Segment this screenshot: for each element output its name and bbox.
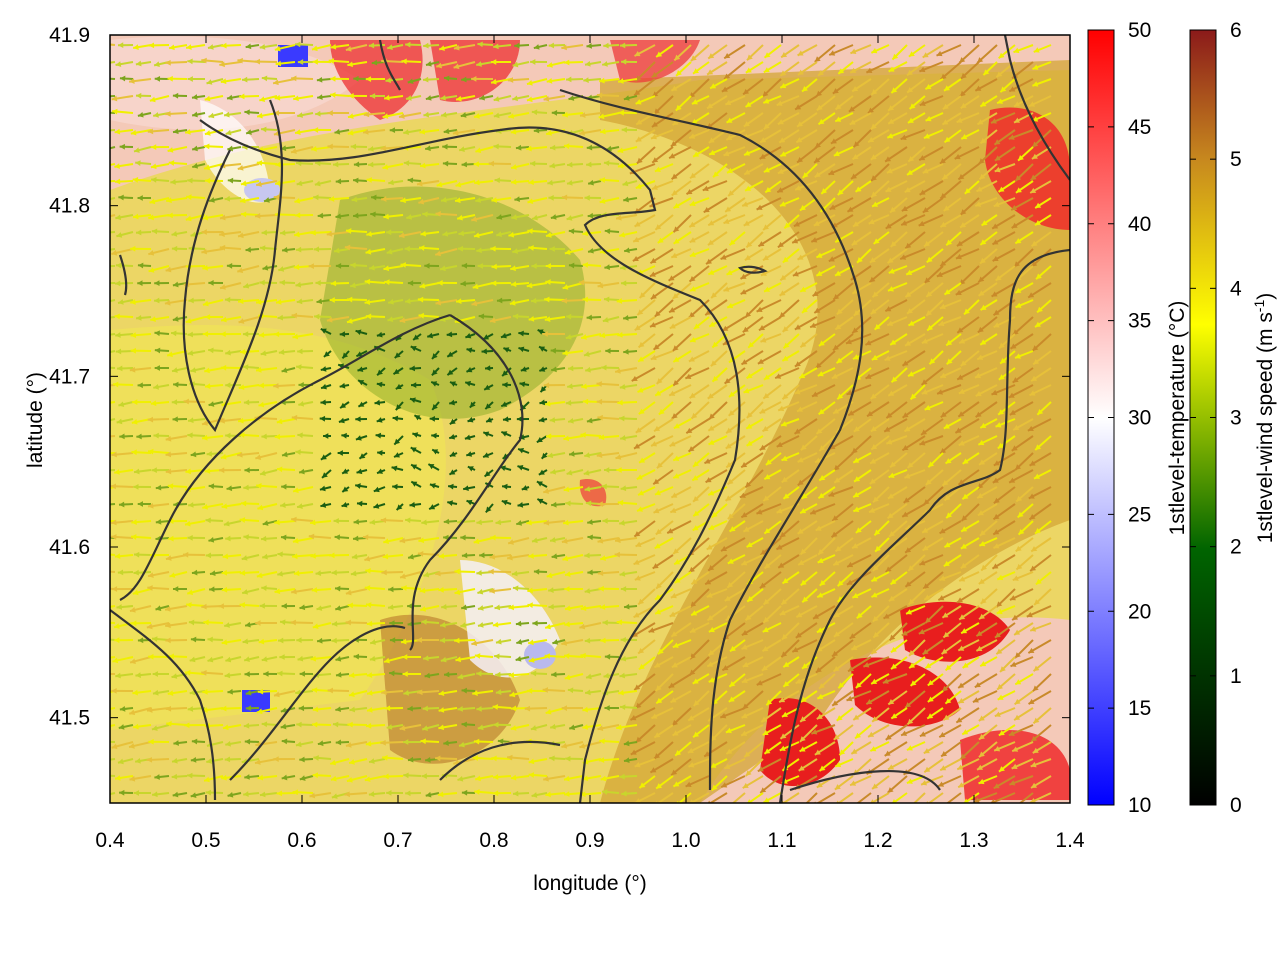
y-tick-label: 41.8 bbox=[49, 195, 90, 218]
colorbar-tick-label: 15 bbox=[1128, 697, 1151, 720]
y-axis-label: latitude (°) bbox=[24, 372, 47, 468]
colorbar-tick-label: 30 bbox=[1128, 407, 1151, 430]
contour-lines bbox=[110, 35, 1070, 803]
colorbar-tick-label: 50 bbox=[1128, 19, 1151, 42]
x-tick-label: 0.7 bbox=[383, 829, 412, 852]
x-tick-label: 1.3 bbox=[959, 829, 988, 852]
colorbar-tick-label: 25 bbox=[1128, 503, 1151, 526]
x-tick-label: 1.1 bbox=[767, 829, 796, 852]
wind-speed-colorbar: 0 1 2 3 4 5 6 1stlevel-wind speed (m s-1) bbox=[1189, 19, 1277, 817]
y-tick-label: 41.6 bbox=[49, 536, 90, 559]
temperature-colorbar: 10 15 20 25 30 35 40 45 50 1stlevel-temperature … bbox=[1087, 19, 1189, 817]
y-tick-label: 41.9 bbox=[49, 24, 90, 47]
wind-label-end: ) bbox=[1254, 293, 1277, 300]
colorbar-tick-label: 45 bbox=[1128, 116, 1151, 139]
colorbar-tick-label: 5 bbox=[1230, 148, 1242, 171]
temperature-colorbar-label: 1stlevel-temperature (°C) bbox=[1166, 301, 1189, 536]
colorbar-tick-label: 3 bbox=[1230, 407, 1242, 430]
colorbar-tick-label: 4 bbox=[1230, 277, 1242, 300]
x-tick-label: 0.6 bbox=[287, 829, 316, 852]
x-tick-label: 1.4 bbox=[1055, 829, 1085, 852]
x-axis: 0.4 0.5 0.6 0.7 0.8 0.9 1.0 1.1 1.2 1.3 1.4 bbox=[95, 35, 1085, 852]
colorbar-tick-label: 35 bbox=[1128, 310, 1151, 333]
colorbar-tick-label: 10 bbox=[1128, 794, 1151, 817]
x-tick-label: 0.9 bbox=[575, 829, 604, 852]
y-tick-label: 41.5 bbox=[49, 707, 90, 730]
y-axis: 41.5 41.6 41.7 41.8 41.9 bbox=[49, 24, 1070, 730]
wind-label-sup: -1 bbox=[1251, 300, 1267, 313]
colorbar-tick-label: 0 bbox=[1230, 794, 1242, 817]
x-tick-label: 1.0 bbox=[671, 829, 700, 852]
colorbar-tick-label: 1 bbox=[1230, 665, 1242, 688]
x-tick-label: 0.5 bbox=[191, 829, 220, 852]
y-tick-label: 41.7 bbox=[49, 365, 90, 388]
colorbar-tick-label: 6 bbox=[1230, 19, 1242, 42]
x-tick-label: 0.8 bbox=[479, 829, 508, 852]
wind-label-main: 1stlevel-wind speed (m s bbox=[1254, 312, 1277, 543]
x-axis-label: longitude (°) bbox=[533, 872, 646, 895]
colorbar-tick-label: 40 bbox=[1128, 213, 1151, 236]
colorbar-tick-label: 20 bbox=[1128, 600, 1151, 623]
wind-speed-colorbar-label: 1stlevel-wind speed (m s-1) bbox=[1251, 293, 1277, 544]
x-tick-label: 0.4 bbox=[95, 829, 125, 852]
x-tick-label: 1.2 bbox=[863, 829, 892, 852]
colorbar-tick-label: 2 bbox=[1230, 536, 1242, 559]
